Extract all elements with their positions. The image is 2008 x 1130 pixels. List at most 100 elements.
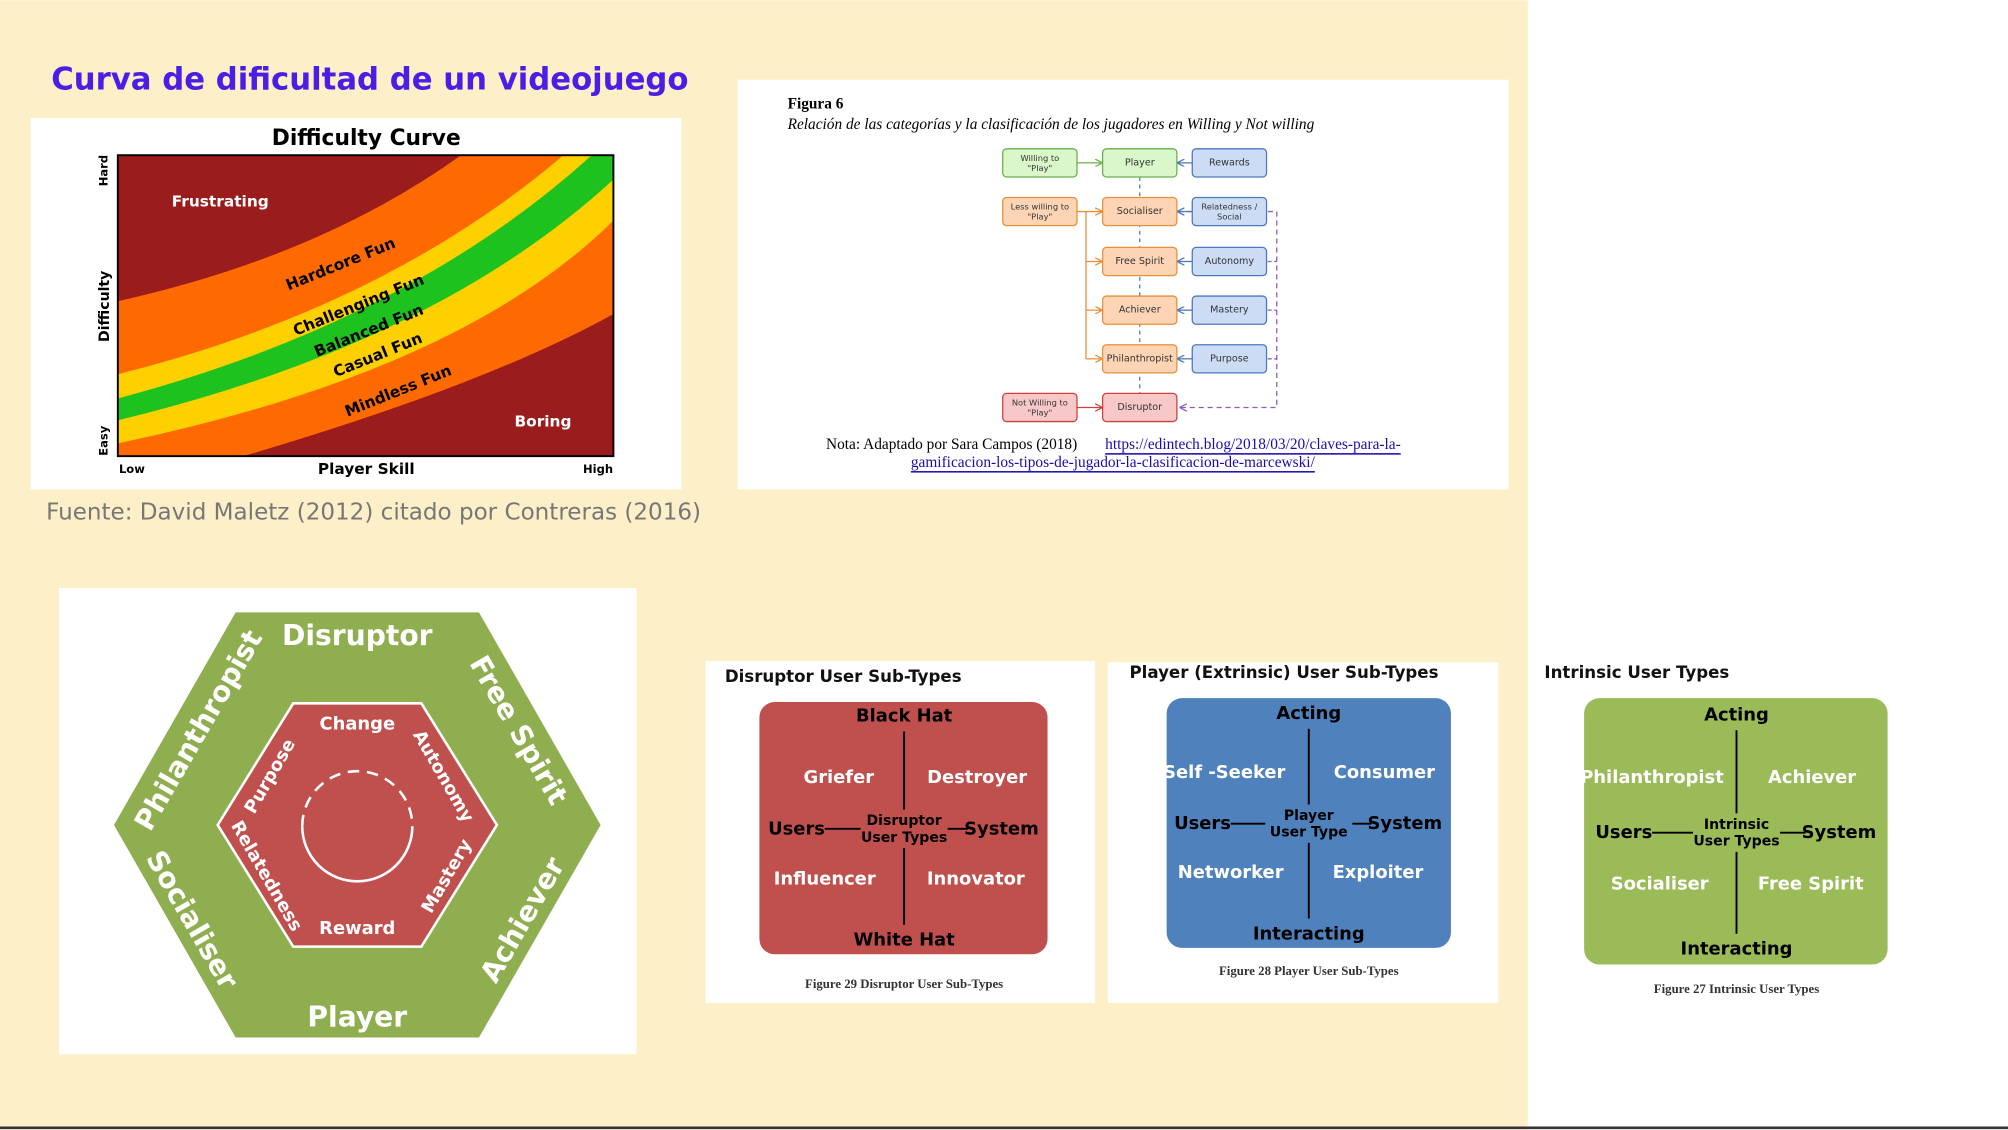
motivation-node-text: Autonomy <box>1205 256 1255 267</box>
source-note: Fuente: David Maletz (2012) citado por C… <box>46 499 701 525</box>
user-type-node <box>1101 344 1178 374</box>
inner-hexagon <box>216 702 499 948</box>
center-label: User Types <box>1693 834 1779 850</box>
y-axis-label: Difficulty <box>97 271 113 342</box>
motivation-node <box>1191 295 1268 325</box>
quadrant-cell: Destroyer <box>927 767 1027 788</box>
link: gamificacion-los-tipos-de-jugador-la-cla… <box>911 454 1316 471</box>
outer-label: Disruptor <box>282 619 433 652</box>
note: Nota: Adaptado por Sara Campos (2018) <box>826 436 1077 453</box>
user-type-node-text: Philanthropist <box>1107 353 1173 364</box>
quadrant-title: Intrinsic User Types <box>1544 663 1729 682</box>
user-type-node <box>1101 295 1178 325</box>
figure-label: Figura 6 <box>788 95 844 112</box>
axis-label: System <box>1368 813 1443 834</box>
quadrant-cell: Achiever <box>1768 767 1856 788</box>
category-node-text: Willing to <box>1020 153 1059 163</box>
band-label: Frustrating <box>172 192 269 210</box>
category-node-text: "Play" <box>1027 408 1052 418</box>
y-end-label: Hard <box>97 155 111 186</box>
x-end-label: High <box>583 462 613 476</box>
axis-label: System <box>1802 822 1877 843</box>
figure-caption: Figure 29 Disruptor User Sub-Types <box>805 977 1003 991</box>
axis-label: Users <box>768 818 825 839</box>
category-node-text: Less willing to <box>1011 201 1069 211</box>
inner-label: Change <box>319 713 395 734</box>
axis-label: Interacting <box>1681 939 1793 960</box>
figure-caption: Relación de las categorías y la clasific… <box>787 116 1315 133</box>
chart-title: Difficulty Curve <box>272 126 461 151</box>
quadrant-cell: Networker <box>1178 862 1284 883</box>
circle-dashed <box>300 769 414 827</box>
outer-label: Player <box>307 1001 407 1034</box>
figure-caption: Figure 27 Intrinsic User Types <box>1654 982 1819 996</box>
x-end-label: Low <box>119 462 145 476</box>
slide-title: Curva de dificultad de un videojuego <box>51 62 688 98</box>
y-end-label: Easy <box>97 425 111 455</box>
user-type-node <box>1101 148 1178 178</box>
band-label: Boring <box>514 413 571 431</box>
axis-label: White Hat <box>854 930 956 951</box>
link: https://edintech.blog/2018/03/20/claves-… <box>1105 436 1401 453</box>
axis-label: Users <box>1174 813 1231 834</box>
motivation-node <box>1191 148 1268 178</box>
motivation-node-text: Social <box>1217 212 1242 222</box>
category-node <box>1002 148 1078 178</box>
user-type-node-text: Achiever <box>1119 305 1161 316</box>
axis-label: Users <box>1595 822 1652 843</box>
category-node-text: "Play" <box>1027 212 1052 222</box>
band-boring <box>243 314 614 457</box>
category-node <box>1002 196 1078 227</box>
motivation-node <box>1191 196 1268 227</box>
quadrant-cell: Griefer <box>804 767 875 788</box>
user-type-node <box>1101 246 1178 277</box>
inner-label: Reward <box>319 918 395 939</box>
user-type-node-text: Disruptor <box>1117 402 1162 413</box>
quadrant-cell: Socialiser <box>1611 873 1709 894</box>
quadrant-cell: Philanthropist <box>1580 767 1724 788</box>
quadrant-cell: Self -Seeker <box>1163 762 1285 783</box>
center-label: User Type <box>1270 825 1348 841</box>
quadrant-cell: Exploiter <box>1333 862 1424 883</box>
quadrant-cell: Consumer <box>1334 762 1435 783</box>
axis-label: Acting <box>1704 704 1769 725</box>
quadrant-title: Player (Extrinsic) User Sub-Types <box>1130 663 1439 682</box>
motivation-node-text: Relatedness / <box>1201 201 1257 211</box>
quadrant-title: Disruptor User Sub-Types <box>725 667 962 686</box>
quadrant-cell: Influencer <box>774 868 876 889</box>
user-type-node <box>1101 196 1178 227</box>
axis-label: Acting <box>1276 703 1341 724</box>
center-label: Intrinsic <box>1704 817 1769 833</box>
category-node <box>1002 392 1078 423</box>
plot-frame <box>116 154 615 458</box>
figure-caption: Figure 28 Player User Sub-Types <box>1219 964 1399 978</box>
panel <box>737 79 1509 490</box>
center-label: User Types <box>861 830 947 846</box>
circle-solid <box>300 826 414 883</box>
quadrant-box <box>1584 698 1888 965</box>
user-type-node-text: Socialiser <box>1117 206 1163 217</box>
content: Curva de dificultad de un videojuego Fuen… <box>30 62 1888 1055</box>
motivation-node-text: Rewards <box>1209 157 1250 168</box>
category-node-text: "Play" <box>1027 163 1052 173</box>
category-node-text: Not Willing to <box>1012 397 1068 407</box>
center-label: Disruptor <box>866 813 941 829</box>
axis-label: Black Hat <box>856 706 953 727</box>
motivation-node-text: Mastery <box>1210 305 1249 316</box>
x-axis-label: Player Skill <box>318 460 415 478</box>
axis-label: System <box>964 818 1039 839</box>
motivation-node <box>1191 344 1268 374</box>
user-type-node <box>1101 392 1178 423</box>
quadrant-cell: Free Spirit <box>1758 873 1864 894</box>
quadrant-box <box>1166 698 1451 948</box>
axis-label: Interacting <box>1253 923 1365 944</box>
quadrant-cell: Innovator <box>927 868 1025 889</box>
quadrant-box <box>759 702 1048 955</box>
center-label: Player <box>1284 808 1334 824</box>
motivation-node-text: Purpose <box>1210 353 1249 364</box>
motivation-node <box>1191 246 1268 277</box>
user-type-node-text: Free Spirit <box>1115 256 1164 267</box>
user-type-node-text: Player <box>1125 157 1155 168</box>
